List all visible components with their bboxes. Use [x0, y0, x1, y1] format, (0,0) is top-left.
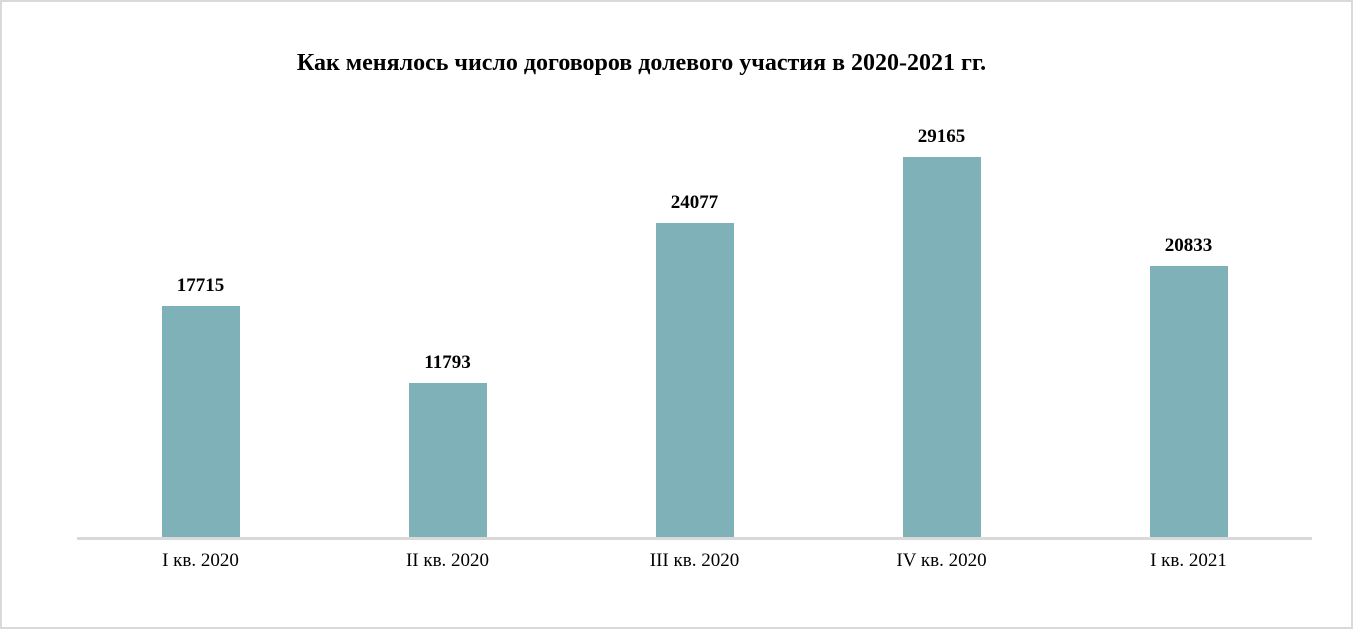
x-axis-line	[77, 537, 1312, 540]
bar-value-label: 29165	[917, 126, 966, 148]
bar	[408, 383, 487, 537]
bar-group: 24077	[571, 192, 818, 537]
bar-value-label: 17715	[176, 275, 225, 297]
bar-group: 11793	[324, 352, 571, 537]
x-axis-tick-label: I кв. 2020	[162, 550, 239, 571]
bar	[1149, 266, 1228, 537]
bar-value-label: 11793	[424, 352, 471, 374]
x-axis-tick-label: I кв. 2021	[1150, 550, 1227, 571]
x-axis-labels: I кв. 2020 II кв. 2020 III кв. 2020 IV кв. …	[77, 550, 1312, 573]
bar-group: 17715	[77, 275, 324, 537]
x-axis-tick-label: III кв. 2020	[649, 550, 740, 571]
bars-container: 17715 11793 24077 29165 20833	[77, 117, 1312, 537]
bar-value-label: 20833	[1164, 235, 1213, 257]
bar-group: 20833	[1065, 235, 1312, 537]
bar	[655, 223, 734, 537]
bar-group: 29165	[818, 126, 1065, 537]
x-axis-tick-label: II кв. 2020	[405, 550, 490, 571]
bar	[161, 306, 240, 537]
bar	[902, 157, 981, 537]
chart-title: Как менялось число договоров долевого уч…	[296, 50, 987, 76]
x-axis-tick-label: IV кв. 2020	[896, 550, 987, 571]
bar-value-label: 24077	[670, 192, 719, 214]
plot-area: 17715 11793 24077 29165 20833 I кв. 2020 II к…	[77, 117, 1312, 587]
